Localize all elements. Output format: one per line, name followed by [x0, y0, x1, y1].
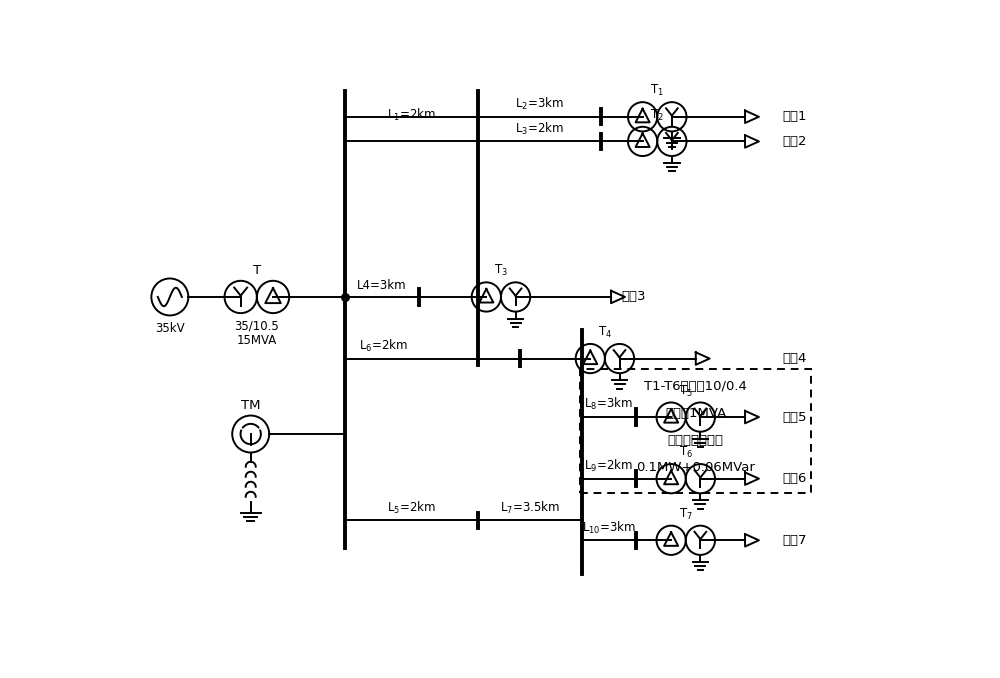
Text: T1-T6变比：10/0.4: T1-T6变比：10/0.4 — [644, 380, 747, 393]
Text: T$_2$: T$_2$ — [650, 108, 664, 123]
Text: T$_5$: T$_5$ — [679, 384, 693, 399]
Text: 线路5: 线路5 — [782, 411, 806, 424]
Text: L$_9$=2km: L$_9$=2km — [584, 458, 633, 474]
Text: L$_8$=3km: L$_8$=3km — [584, 397, 633, 412]
Text: L$_3$=2km: L$_3$=2km — [515, 121, 564, 137]
Text: T: T — [253, 264, 261, 277]
Text: L$_7$=3.5km: L$_7$=3.5km — [500, 500, 560, 516]
Text: 线路末端负载：: 线路末端负载： — [668, 434, 724, 447]
Text: 线路1: 线路1 — [782, 111, 806, 123]
Text: T$_7$: T$_7$ — [679, 506, 693, 522]
Bar — [580, 369, 811, 494]
Text: 35kV: 35kV — [155, 321, 185, 335]
Text: 容量：1MVA: 容量：1MVA — [665, 407, 726, 420]
Text: 线路6: 线路6 — [782, 472, 806, 485]
Text: T$_3$: T$_3$ — [494, 263, 508, 279]
Text: T$_6$: T$_6$ — [679, 445, 693, 460]
Text: T$_1$: T$_1$ — [650, 83, 664, 98]
Text: L$_6$=2km: L$_6$=2km — [359, 338, 408, 354]
Text: L$_{10}$=3km: L$_{10}$=3km — [582, 519, 636, 536]
Text: 0.1MW+0.06MVar: 0.1MW+0.06MVar — [636, 461, 755, 474]
Text: L$_1$=2km: L$_1$=2km — [387, 107, 436, 123]
Text: L$_5$=2km: L$_5$=2km — [387, 500, 436, 516]
Text: 线路4: 线路4 — [782, 352, 806, 365]
Text: 线路3: 线路3 — [622, 290, 646, 304]
Text: TM: TM — [241, 399, 260, 412]
Text: 线路7: 线路7 — [782, 534, 806, 546]
Text: 35/10.5
15MVA: 35/10.5 15MVA — [234, 319, 279, 347]
Text: 线路2: 线路2 — [782, 135, 806, 148]
Text: L4=3km: L4=3km — [357, 279, 406, 292]
Text: T$_4$: T$_4$ — [598, 325, 612, 340]
Text: L$_2$=3km: L$_2$=3km — [515, 96, 564, 112]
